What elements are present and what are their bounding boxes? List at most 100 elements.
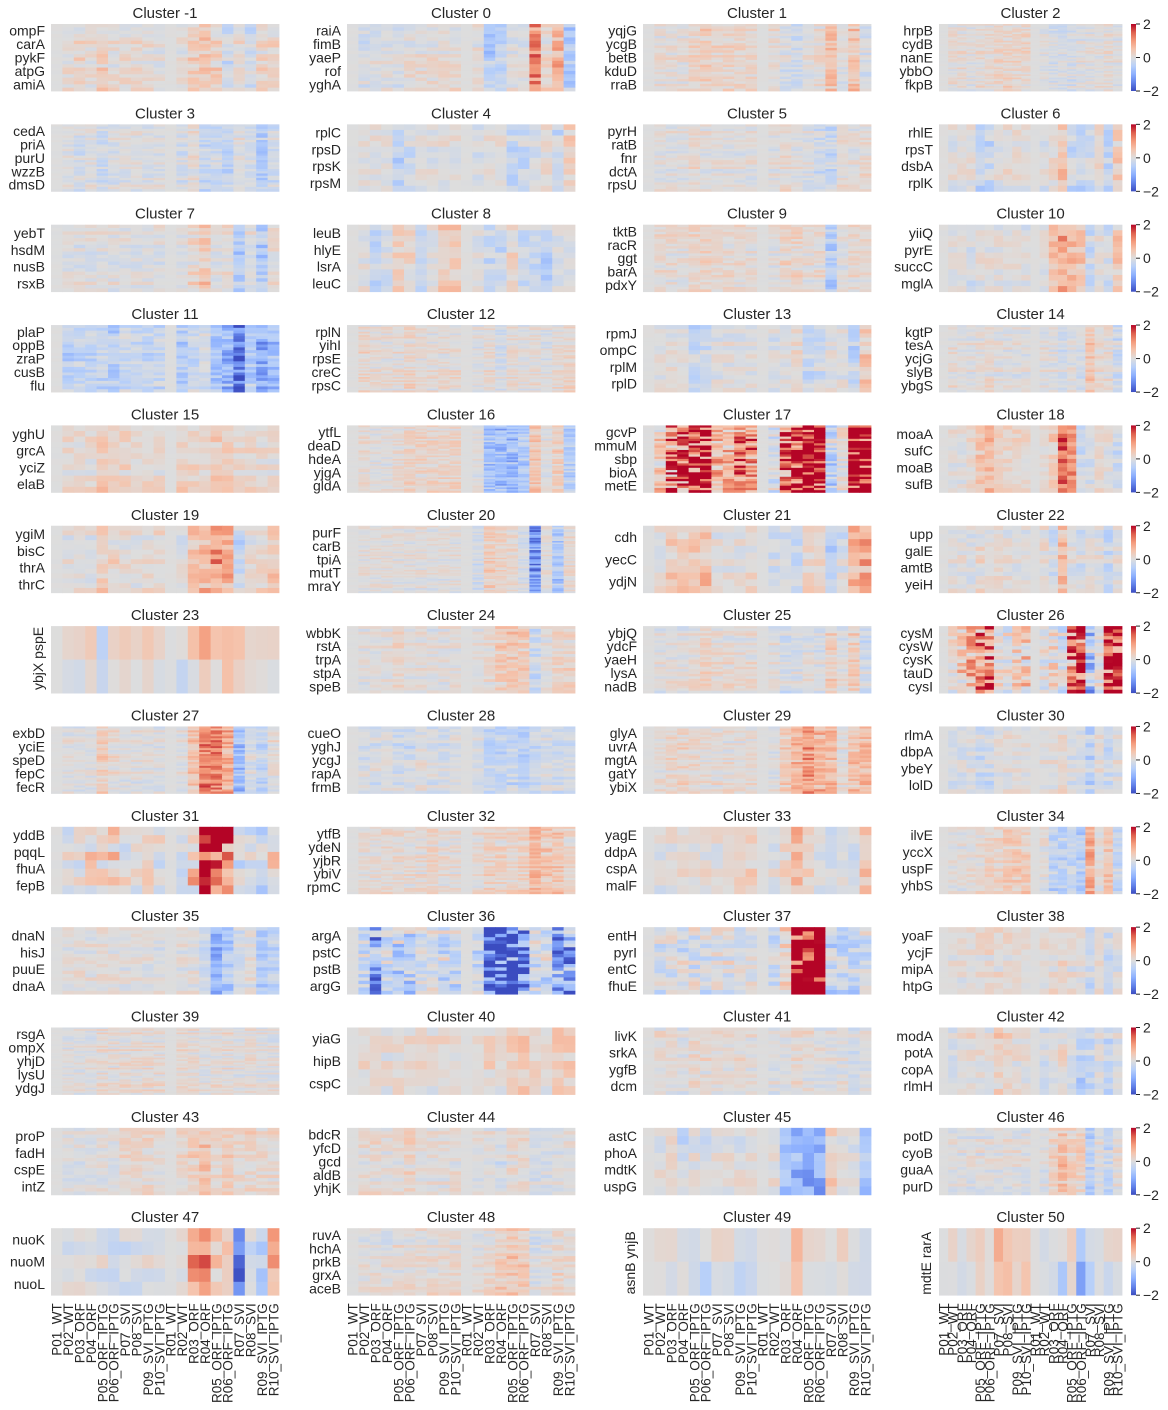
heatmap-cell bbox=[233, 78, 245, 82]
heatmap-cell bbox=[74, 47, 86, 51]
heatmap-cell bbox=[768, 67, 780, 70]
heatmap-cell bbox=[211, 258, 223, 262]
heatmap-cell bbox=[165, 37, 177, 41]
heatmap-cell bbox=[948, 163, 958, 169]
heatmap-cell bbox=[438, 88, 450, 92]
heatmap-cell bbox=[268, 275, 280, 279]
heatmap-cell bbox=[654, 34, 666, 37]
heatmap-cell bbox=[529, 275, 541, 281]
heatmap-cell bbox=[723, 65, 735, 68]
heatmap-cell bbox=[51, 235, 63, 239]
heatmap-cell bbox=[188, 189, 200, 192]
heatmap-cell bbox=[176, 252, 188, 256]
heatmap-cell bbox=[814, 187, 826, 190]
heatmap-cell bbox=[791, 251, 803, 254]
heatmap-cell bbox=[211, 133, 223, 136]
heatmap-cell bbox=[564, 169, 576, 175]
heatmap-cell bbox=[165, 228, 177, 232]
heatmap-cell bbox=[848, 58, 860, 61]
heatmap-cell bbox=[723, 241, 735, 244]
heatmap-cell bbox=[131, 51, 143, 55]
heatmap-cell bbox=[654, 237, 666, 240]
heatmap-cell bbox=[723, 69, 735, 72]
heatmap-cell bbox=[552, 64, 564, 68]
heatmap-cell bbox=[734, 258, 746, 261]
heatmap-cell bbox=[791, 189, 803, 192]
heatmap-cell bbox=[848, 265, 860, 268]
heatmap-cell bbox=[450, 163, 462, 169]
heatmap-cell bbox=[734, 31, 746, 34]
heatmap-cell bbox=[552, 44, 564, 48]
heatmap-cell bbox=[723, 160, 735, 163]
heatmap-cell bbox=[768, 62, 780, 65]
heatmap-cell bbox=[176, 24, 188, 28]
heatmap-cell bbox=[791, 268, 803, 271]
heatmap-cell bbox=[415, 264, 427, 270]
heatmap-cell bbox=[734, 140, 746, 143]
heatmap-cell bbox=[427, 24, 439, 28]
heatmap-cell bbox=[1113, 169, 1123, 175]
heatmap-cell bbox=[347, 236, 359, 242]
heatmap-cell bbox=[438, 84, 450, 88]
heatmap-cell bbox=[939, 124, 949, 130]
heatmap-cell bbox=[825, 81, 837, 84]
heatmap-cell bbox=[564, 264, 576, 270]
heatmap-cell bbox=[848, 67, 860, 70]
heatmap-cell bbox=[165, 133, 177, 136]
heatmap-cell bbox=[768, 140, 780, 143]
heatmap-cell bbox=[427, 180, 439, 186]
heatmap-cell bbox=[119, 255, 131, 259]
heatmap-cell bbox=[564, 78, 576, 82]
heatmap-cell bbox=[746, 173, 758, 176]
heatmap-cell bbox=[393, 44, 405, 48]
heatmap-cell bbox=[165, 127, 177, 130]
heatmap-cell bbox=[119, 160, 131, 163]
heatmap-cell bbox=[131, 71, 143, 75]
heatmap-cell bbox=[370, 34, 382, 38]
heatmap-cell bbox=[507, 158, 519, 164]
heatmap-cell bbox=[689, 89, 701, 92]
heatmap-cell bbox=[381, 64, 393, 68]
heatmap-cell bbox=[222, 71, 234, 75]
heatmap-cell bbox=[677, 258, 689, 261]
heatmap-cell bbox=[268, 272, 280, 276]
heatmap-cell bbox=[814, 72, 826, 75]
heatmap-cell bbox=[677, 133, 689, 136]
heatmap-cell bbox=[666, 29, 678, 32]
heatmap-cell bbox=[860, 251, 872, 254]
heatmap-cell bbox=[119, 37, 131, 41]
heatmap-cell bbox=[768, 65, 780, 68]
heatmap-cell bbox=[814, 53, 826, 56]
heatmap-cell bbox=[222, 160, 234, 163]
heatmap-cell bbox=[814, 38, 826, 41]
heatmap-cell bbox=[948, 136, 958, 142]
heatmap-cell bbox=[85, 225, 97, 229]
heatmap-cell bbox=[746, 74, 758, 77]
heatmap-cell bbox=[85, 278, 97, 282]
heatmap-cell bbox=[427, 258, 439, 264]
heatmap-cell bbox=[347, 74, 359, 78]
heatmap-cell bbox=[860, 153, 872, 156]
heatmap-cell bbox=[256, 160, 268, 163]
heatmap-cell bbox=[677, 234, 689, 237]
heatmap-cell bbox=[484, 34, 496, 38]
heatmap-cell bbox=[541, 47, 553, 51]
heatmap-cell bbox=[1113, 186, 1123, 192]
heatmap-cell bbox=[814, 258, 826, 261]
heatmap-cell bbox=[985, 175, 995, 181]
heatmap-cell bbox=[199, 187, 211, 190]
heatmap-cell bbox=[85, 245, 97, 249]
heatmap-cell bbox=[837, 160, 849, 163]
heatmap-cell bbox=[976, 124, 986, 130]
heatmap-cell bbox=[654, 79, 666, 82]
heatmap-cell bbox=[450, 186, 462, 192]
heatmap-cell bbox=[1067, 152, 1077, 158]
heatmap-cell bbox=[62, 272, 74, 276]
heatmap-cell bbox=[393, 163, 405, 169]
heatmap-cell bbox=[711, 84, 723, 87]
heatmap-cell bbox=[677, 275, 689, 278]
heatmap-cell bbox=[757, 127, 769, 130]
heatmap-cell bbox=[1085, 180, 1095, 186]
heatmap-cell bbox=[472, 225, 484, 231]
heatmap-cell bbox=[245, 68, 257, 72]
